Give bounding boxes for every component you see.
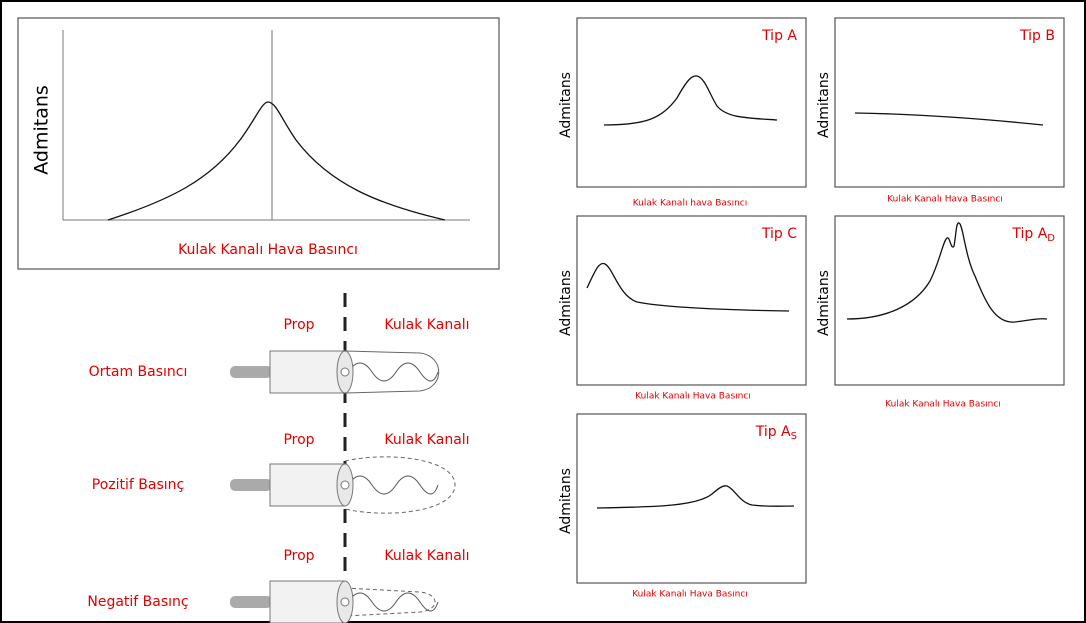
probe-rod [230,479,272,491]
panel-title: Tip B [1019,28,1055,44]
condition-label: Pozitif Basınç [92,477,184,493]
panel-title-text: Tip A [1011,226,1047,242]
canal-label: Kulak Kanalı [384,548,469,564]
probe-hole [341,481,349,489]
panel-title-text: Tip A [761,28,797,44]
canal-label: Kulak Kanalı [384,317,469,333]
panel-title-text: Tip B [1019,28,1055,44]
prop-label: Prop [283,432,314,448]
probe-body [270,464,345,506]
main-chart: Admitans Kulak Kanalı Hava Basıncı [18,18,499,269]
probe-body [270,581,345,623]
panel-title-text: Tip C [761,226,797,242]
panel-title: Tip C [761,226,797,242]
panel: Tip B Admitans Kulak Kanalı Hava Basıncı [816,18,1064,205]
prop-label: Prop [283,548,314,564]
panel: Tip C Admitans Kulak Kanalı Hava Basıncı [558,216,806,402]
condition-label: Ortam Basıncı [89,364,188,380]
panel: Tip A Admitans Kulak Kanalı hava Basıncı [558,18,806,209]
panel-title-subscript: S [791,431,797,442]
panel-x-label: Kulak Kanalı hava Basıncı [633,199,748,209]
panel-y-label: Admitans [816,72,832,138]
panel-title: Tip A [761,28,797,44]
panel-y-label: Admitans [816,270,832,336]
figure: Admitans Kulak Kanalı Hava Basıncı Tip A… [0,0,1086,623]
panel-y-label: Admitans [558,72,574,138]
panel-title-subscript: D [1047,233,1055,244]
y-axis-label: Admitans [31,85,53,175]
panel: Tip AD Admitans Kulak Kanalı Hava Basıncı [816,216,1064,410]
x-axis-label: Kulak Kanalı Hava Basıncı [178,242,358,258]
probe-hole [341,368,349,376]
panel-x-label: Kulak Kanalı Hava Basıncı [887,195,1003,205]
panel: Tip AS Admitans Kulak Kanalı Hava Basıncı [558,414,806,600]
probe-rod [230,596,272,608]
panel-x-label: Kulak Kanalı Hava Basıncı [632,590,748,600]
panel-title-text: Tip A [755,424,791,440]
probe-hole [341,598,349,606]
probe-body [270,351,345,393]
panel-x-label: Kulak Kanalı Hava Basıncı [635,392,751,402]
main-chart-box [18,18,499,269]
panel-x-label: Kulak Kanalı Hava Basıncı [885,400,1001,410]
panel-y-label: Admitans [558,468,574,534]
panel-y-label: Admitans [558,270,574,336]
prop-label: Prop [283,317,314,333]
canal-label: Kulak Kanalı [384,432,469,448]
condition-label: Negatif Basınç [87,594,188,610]
probe-rod [230,366,272,378]
